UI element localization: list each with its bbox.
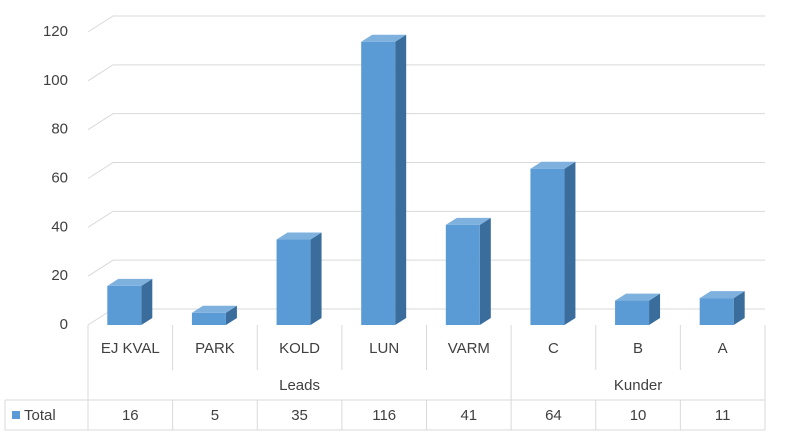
x-tick-label: C (548, 340, 559, 357)
grid-line (87, 259, 765, 277)
bar-face (225, 305, 237, 325)
group-label: Kunder (614, 377, 662, 394)
bar (445, 217, 491, 325)
bar-face (107, 278, 153, 286)
y-tick-label: 60 (51, 169, 68, 186)
x-tick-label: VARM (448, 340, 490, 357)
bar (276, 232, 322, 325)
bar (191, 305, 237, 325)
x-tick-label: LUN (369, 340, 399, 357)
table-value: 11 (715, 407, 731, 424)
table-value: 64 (545, 407, 562, 424)
bar-face (615, 300, 650, 325)
y-tick-label: 20 (51, 267, 68, 284)
bar-face (276, 239, 311, 325)
bar-face (361, 41, 396, 326)
bar (107, 278, 153, 325)
bar-face (276, 232, 322, 240)
y-tick-label: 100 (43, 72, 68, 89)
bar-face (530, 161, 576, 169)
bar-face (107, 285, 142, 325)
legend-swatch (12, 411, 20, 419)
bar-face (649, 293, 661, 325)
x-tick-label: EJ KVAL (101, 340, 160, 357)
grid-line (87, 113, 765, 131)
y-tick-label: 80 (51, 121, 68, 138)
table-value: 10 (630, 407, 647, 424)
table-value: 5 (211, 407, 219, 424)
grid-line (87, 162, 765, 179)
x-tick-label: PARK (195, 340, 235, 357)
bar-face (445, 224, 480, 325)
bar-face (699, 291, 745, 299)
bar-face (395, 34, 407, 326)
table-value: 116 (372, 407, 396, 424)
x-tick-label: B (633, 340, 643, 357)
table-value: 35 (291, 407, 308, 424)
y-tick-label: 120 (43, 23, 68, 40)
x-tick-label: A (718, 340, 728, 357)
x-tick-label: KOLD (279, 340, 320, 357)
bar-face (310, 232, 322, 325)
bar-face (479, 217, 491, 325)
legend-label: Total (24, 407, 56, 424)
bar-face (191, 312, 226, 325)
bar (699, 291, 745, 325)
bar (615, 293, 661, 325)
table-value: 41 (460, 407, 477, 424)
y-tick-label: 0 (60, 316, 68, 333)
bar-face (733, 291, 745, 325)
bar-face (564, 161, 576, 325)
grid-line (87, 308, 765, 326)
bar-face (191, 305, 237, 313)
y-tick-label: 40 (51, 218, 68, 235)
bar-face (699, 298, 734, 325)
table-value: 16 (122, 407, 139, 424)
bar-face (530, 168, 565, 325)
grid-line (87, 64, 765, 82)
group-label: Leads (279, 377, 320, 394)
bar-face (615, 293, 661, 301)
bar-face (361, 34, 407, 42)
bar (361, 34, 407, 326)
grid-line (87, 210, 765, 228)
bar-face (141, 278, 153, 325)
bar (530, 161, 576, 325)
bar-face (445, 217, 491, 225)
grid-line (87, 15, 765, 33)
